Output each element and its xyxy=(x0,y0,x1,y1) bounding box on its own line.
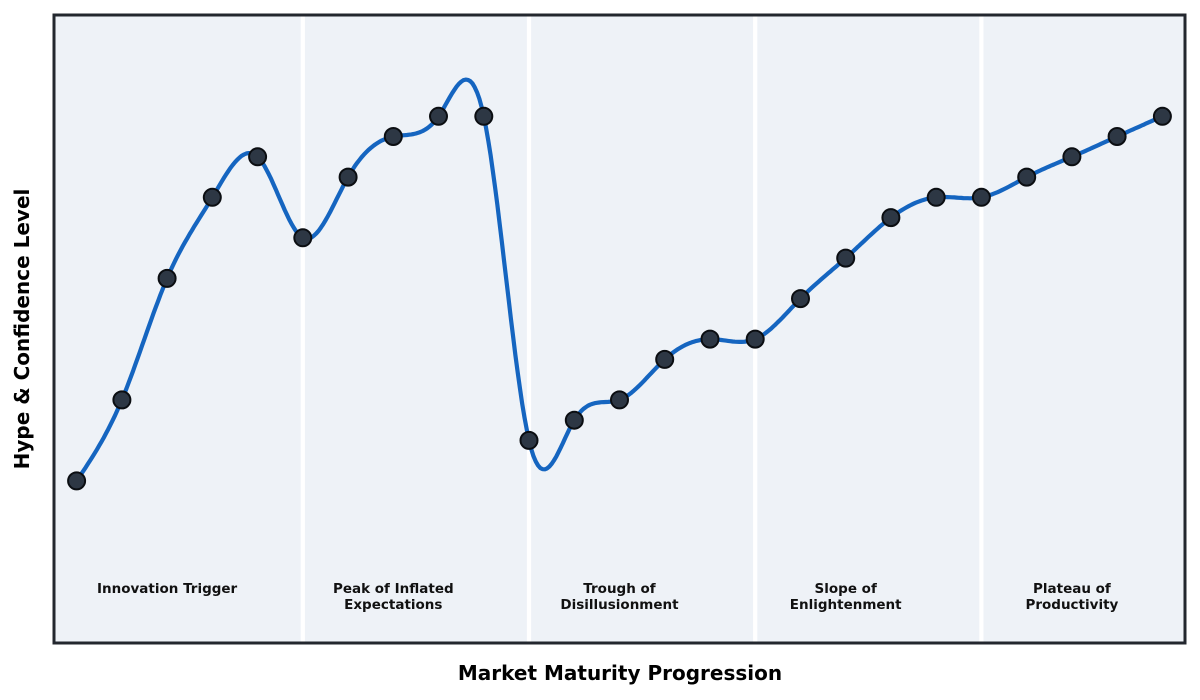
phase-band-3 xyxy=(755,15,982,643)
curve-point-marker-12 xyxy=(610,390,629,410)
curve-point-marker-10 xyxy=(519,430,539,450)
plot-border xyxy=(52,13,1187,645)
phase-band-1 xyxy=(302,15,529,643)
curve-point-marker-24 xyxy=(1152,106,1172,126)
phase-band-4 xyxy=(981,15,1185,643)
curve-point-marker-19 xyxy=(926,187,946,207)
x-axis-title: Market Maturity Progression xyxy=(457,661,783,685)
y-axis-title: Hype & Confidence Level xyxy=(10,188,34,470)
phase-label-plateau-of-productivity: Plateau of Productivity xyxy=(1025,581,1119,614)
curve-point-marker-17 xyxy=(836,248,856,268)
curve-point-marker-21 xyxy=(1017,167,1037,187)
curve-point-marker-11 xyxy=(564,410,584,430)
phase-separator-0 xyxy=(300,15,305,643)
curve-point-marker-22 xyxy=(1062,147,1082,167)
curve-point-marker-3 xyxy=(202,187,222,207)
curve-point-marker-23 xyxy=(1107,127,1127,146)
phase-separator-2 xyxy=(753,15,758,643)
phase-separator-3 xyxy=(979,15,984,643)
phase-band-0 xyxy=(54,15,303,643)
curve-point-marker-2 xyxy=(157,268,177,288)
phase-label-slope-of-enlightenment: Slope of Enlightenment xyxy=(789,581,902,614)
phase-label-trough-of-disillusionment: Trough of Disillusionment xyxy=(560,581,679,614)
curve-point-marker-9 xyxy=(474,106,494,126)
phase-band-2 xyxy=(529,15,756,643)
curve-point-marker-15 xyxy=(745,329,765,349)
curve-point-marker-14 xyxy=(700,329,720,349)
curve-point-marker-6 xyxy=(338,167,358,187)
phase-label-peak-of-inflated-expectations: Peak of Inflated Expectations xyxy=(332,581,454,614)
phase-separator-1 xyxy=(526,15,532,643)
curve-point-marker-18 xyxy=(881,208,901,228)
curve-point-marker-16 xyxy=(791,289,810,309)
curve-point-marker-8 xyxy=(429,106,448,126)
curve-point-marker-5 xyxy=(293,228,313,248)
curve-point-marker-7 xyxy=(383,127,403,146)
curve-point-marker-13 xyxy=(655,349,675,369)
curve-point-marker-20 xyxy=(971,187,991,207)
curve-point-marker-1 xyxy=(112,390,132,410)
curve-point-marker-0 xyxy=(67,471,87,491)
phase-label-innovation-trigger: Innovation Trigger xyxy=(96,581,238,597)
curve-point-marker-4 xyxy=(248,147,268,167)
